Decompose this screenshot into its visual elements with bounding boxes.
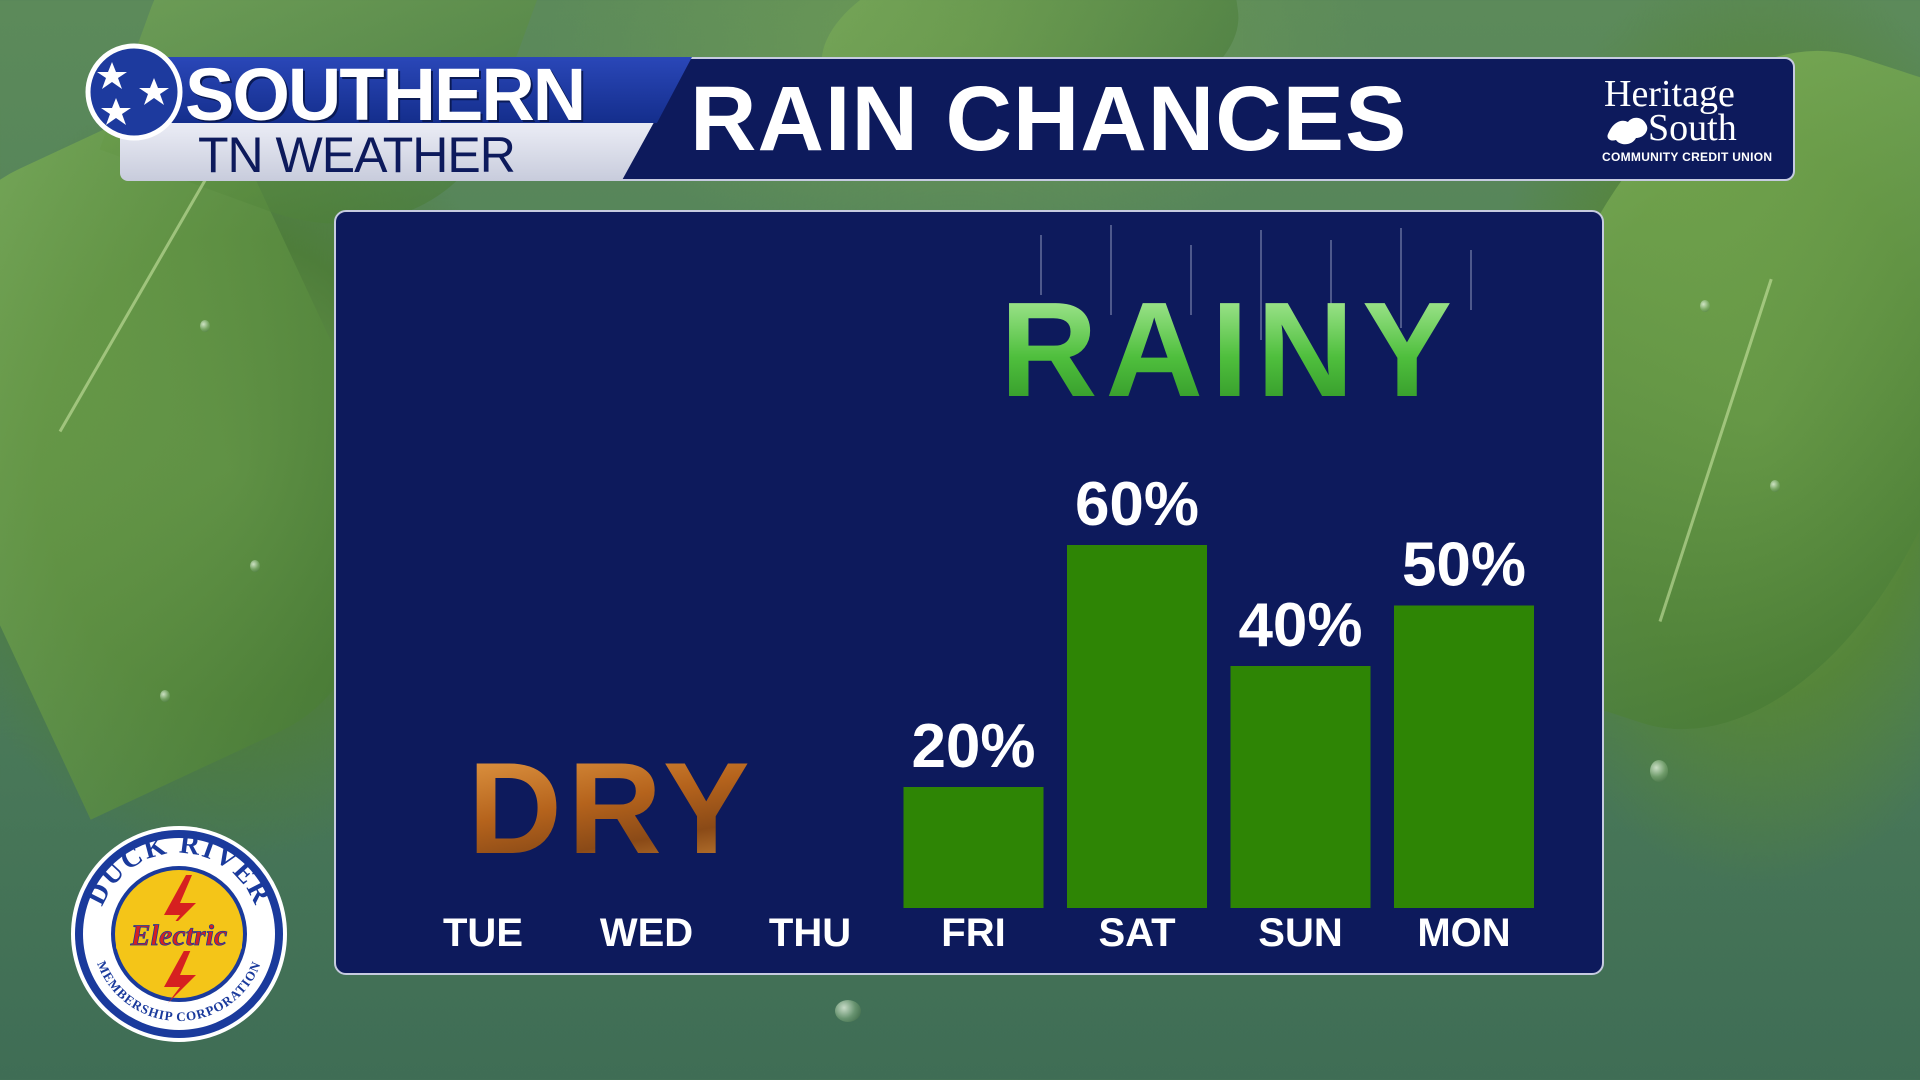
sponsor-line-2: South (1648, 107, 1737, 149)
water-drop (160, 690, 170, 702)
lightning-bolt-icon (164, 947, 196, 1003)
duck-river-electric-logo: DUCK RIVER MEMBERSHIP CORPORATION Electr… (71, 826, 287, 1042)
rain-streak (1470, 250, 1472, 310)
dry-label: DRY (468, 735, 756, 881)
water-drop (200, 320, 210, 332)
value-label-mon: 50% (1402, 531, 1526, 600)
water-drop (1650, 760, 1668, 782)
rain-streak (1330, 240, 1332, 320)
water-drop (1700, 300, 1710, 312)
logo-center-text: Electric (130, 919, 228, 952)
value-label-fri: 20% (911, 712, 1035, 781)
x-tick-label-sat: SAT (1098, 911, 1175, 955)
x-tick-label-thu: THU (769, 911, 851, 955)
bar-fri (903, 787, 1044, 908)
bar-sat (1067, 545, 1207, 908)
sponsor-line-3: COMMUNITY CREDIT UNION (1602, 150, 1773, 164)
lightning-bolt-icon (164, 875, 196, 931)
rain-streak (1190, 245, 1192, 315)
sponsor-logo-heritage-south: Heritage South COMMUNITY CREDIT UNION (1600, 74, 1780, 170)
rainy-label: RAINY (1000, 274, 1461, 425)
page-title: RAIN CHANCES (690, 68, 1408, 170)
brand-line-2: TN WEATHER (198, 127, 516, 183)
x-tick-label-sun: SUN (1258, 911, 1342, 955)
x-tick-label-wed: WED (600, 911, 693, 955)
bar-mon (1394, 605, 1534, 908)
x-tick-label-fri: FRI (941, 911, 1005, 955)
rain-streak (1260, 230, 1262, 340)
rain-streak (1040, 235, 1042, 295)
station-logo-banner (108, 57, 692, 123)
brand-line-1: SOUTHERN (185, 53, 586, 136)
x-tick-label-mon: MON (1417, 911, 1510, 955)
x-tick-label-tue: TUE (443, 911, 523, 955)
value-label-sat: 60% (1075, 470, 1199, 539)
value-label-sun: 40% (1238, 591, 1362, 660)
tennessee-tristar-icon (85, 43, 183, 141)
oak-leaf-icon (1607, 117, 1648, 145)
sponsor-line-1: Heritage (1604, 73, 1735, 115)
rain-chance-bar-chart: TUE WED THU 20% FRI 60% SAT 40% SUN 50% MON (443, 470, 1534, 955)
water-drop (1770, 480, 1780, 492)
water-drop (250, 560, 260, 572)
bar-sun (1230, 666, 1371, 908)
rain-streak (1400, 228, 1402, 328)
water-drop (835, 1000, 861, 1022)
rain-streak (1110, 225, 1112, 315)
